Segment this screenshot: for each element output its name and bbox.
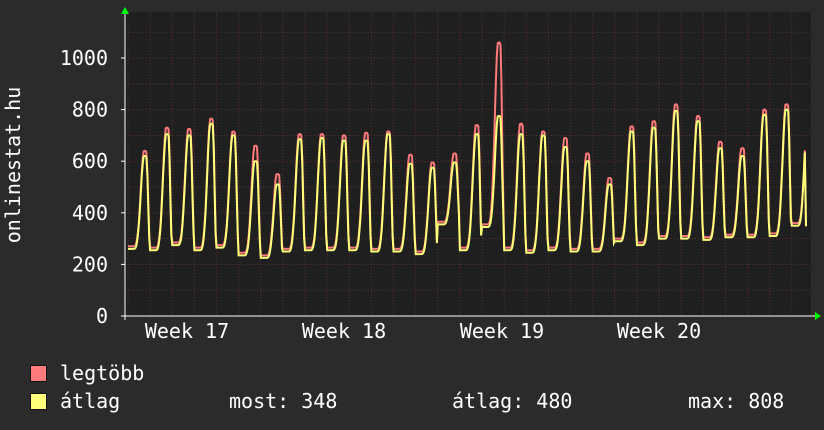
stat-current: most: 348 <box>229 389 338 413</box>
legend-label-max: legtöbb <box>60 361 145 385</box>
stat-average: átlag: 480 <box>452 389 573 413</box>
series-lines <box>128 41 807 259</box>
legend-item-max: legtöbb <box>30 361 144 385</box>
stat-max: max: 808 <box>688 389 785 413</box>
x-axis-arrow-icon <box>815 312 821 320</box>
legend-label-avg: átlag <box>60 389 121 413</box>
y-tick-label: 600 <box>72 149 108 173</box>
plot-area <box>125 12 811 316</box>
y-tick-label: 0 <box>96 304 108 328</box>
legend-item-avg: átlag <box>30 389 120 413</box>
x-tick-label: Week 18 <box>302 319 386 343</box>
y-axis-arrow-icon <box>121 7 129 14</box>
x-tick-label: Week 19 <box>460 319 544 343</box>
y-axis-ticks: 0 200 400 600 800 1000 <box>60 46 125 328</box>
y-tick-label: 800 <box>72 98 108 122</box>
legend-swatch-avg <box>30 392 47 410</box>
y-tick-label: 1000 <box>60 46 108 70</box>
legend-swatch-max <box>30 364 47 382</box>
grid <box>125 12 811 316</box>
y-tick-label: 400 <box>72 201 108 225</box>
series-line-atlag <box>128 108 807 259</box>
x-tick-label: Week 20 <box>617 319 701 343</box>
y-axis-label: onlinestat.hu <box>1 87 25 244</box>
x-tick-label: Week 17 <box>145 319 229 343</box>
x-axis-labels: Week 17 Week 18 Week 19 Week 20 <box>145 319 701 343</box>
y-tick-label: 200 <box>72 252 108 276</box>
